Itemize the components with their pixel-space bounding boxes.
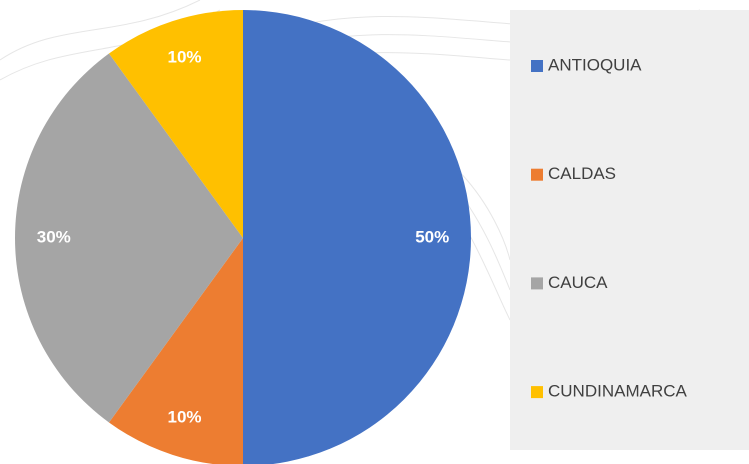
pie-slice (108, 10, 244, 238)
legend-label: CAUCA (548, 273, 608, 292)
data-label: 50% (415, 227, 449, 246)
legend-box (510, 10, 749, 450)
data-label: 30% (37, 227, 71, 246)
legend-label: CUNDINAMARCA (548, 382, 688, 401)
pie-slice (108, 238, 243, 464)
data-label: 10% (168, 48, 202, 67)
legend-label: CALDAS (548, 164, 616, 183)
pie-slice (14, 53, 244, 423)
data-label: 10% (168, 407, 202, 426)
legend-swatch (531, 60, 543, 72)
legend-label: ANTIOQUIA (548, 55, 642, 74)
pie-slice (243, 10, 471, 464)
legend-swatch (531, 168, 543, 181)
legend-swatch (531, 386, 543, 399)
legend-swatch (531, 277, 543, 290)
